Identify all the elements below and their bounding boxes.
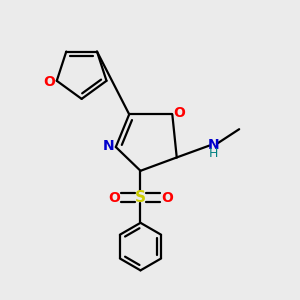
Text: O: O: [173, 106, 185, 120]
Text: N: N: [208, 138, 219, 152]
Text: O: O: [43, 75, 55, 89]
Text: N: N: [103, 140, 115, 153]
Text: H: H: [209, 147, 218, 161]
Text: O: O: [161, 190, 173, 205]
Text: O: O: [108, 190, 120, 205]
Text: S: S: [135, 190, 146, 205]
